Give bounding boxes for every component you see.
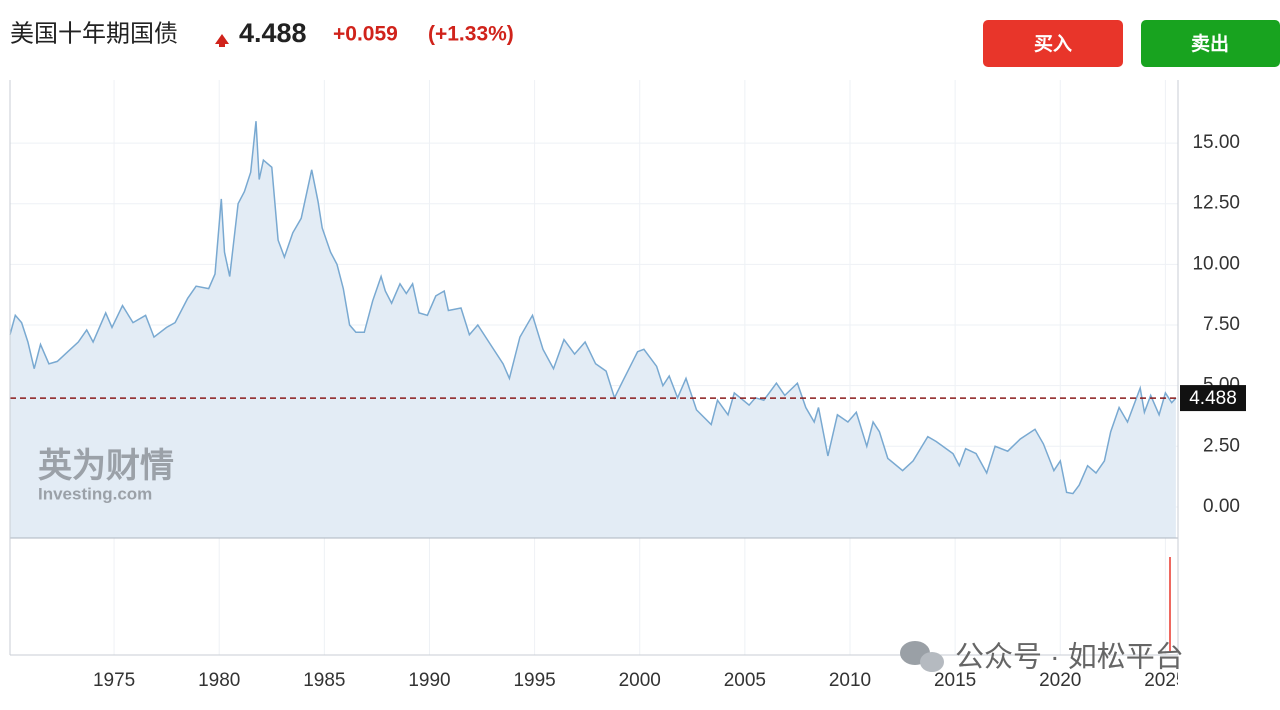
title: 美国十年期国债 (10, 20, 178, 47)
x-tick-label: 2015 (934, 670, 976, 691)
x-tick-label: 1985 (303, 670, 345, 691)
price: 4.488 (239, 18, 307, 48)
plot (9, 80, 1178, 655)
buy-label[interactable]: 买入 (1034, 33, 1072, 55)
x-tick-label: 1975 (93, 670, 135, 691)
y-tick-label: 15.00 (1192, 132, 1240, 153)
buy-button[interactable]: 买入 (983, 20, 1123, 67)
x-tick-label: 2000 (619, 670, 661, 691)
line (9, 121, 1177, 495)
x-tick-labels: 1975 1980 1985 1990 1995 2000 2005 2010 2015 2020… (93, 670, 1186, 691)
sell-label[interactable]: 卖出 (1191, 32, 1229, 55)
y-tick-label: 7.50 (1203, 314, 1240, 335)
x-tick-label: 2025 (1144, 670, 1186, 691)
x-tick-label: 2020 (1039, 670, 1081, 691)
reference-label: 4.488 (1189, 388, 1237, 409)
y-tick-label: 10.00 (1192, 253, 1240, 274)
x-tick-label: 1995 (513, 670, 555, 691)
reference-label-bg (1180, 385, 1246, 412)
area (10, 121, 1176, 538)
wechat-icon (900, 641, 944, 672)
sell-button[interactable]: 卖出 (1141, 20, 1280, 67)
x-tick-label: 2005 (724, 670, 766, 691)
icon-bubble (920, 652, 944, 672)
change-pct: (+1.33%) (428, 23, 514, 46)
sell-bg[interactable] (1141, 20, 1280, 67)
y-tick-label: 0.00 (1203, 496, 1240, 517)
y-tick-label: 12.50 (1192, 193, 1240, 214)
watermark-site: Investing.com (38, 484, 152, 503)
change: +0.059 (333, 23, 398, 46)
x-tick-label: 1980 (198, 670, 240, 691)
watermark-brand: 英为财情 (38, 447, 174, 485)
footer-watermark: 公众号 · 如松平台 (955, 641, 1184, 674)
buy-bg[interactable] (983, 20, 1123, 67)
y-tick-label: 2.50 (1203, 435, 1240, 456)
x-tick-label: 2010 (829, 670, 871, 691)
x-tick-label: 1990 (408, 670, 450, 691)
up-arrow (215, 34, 229, 47)
